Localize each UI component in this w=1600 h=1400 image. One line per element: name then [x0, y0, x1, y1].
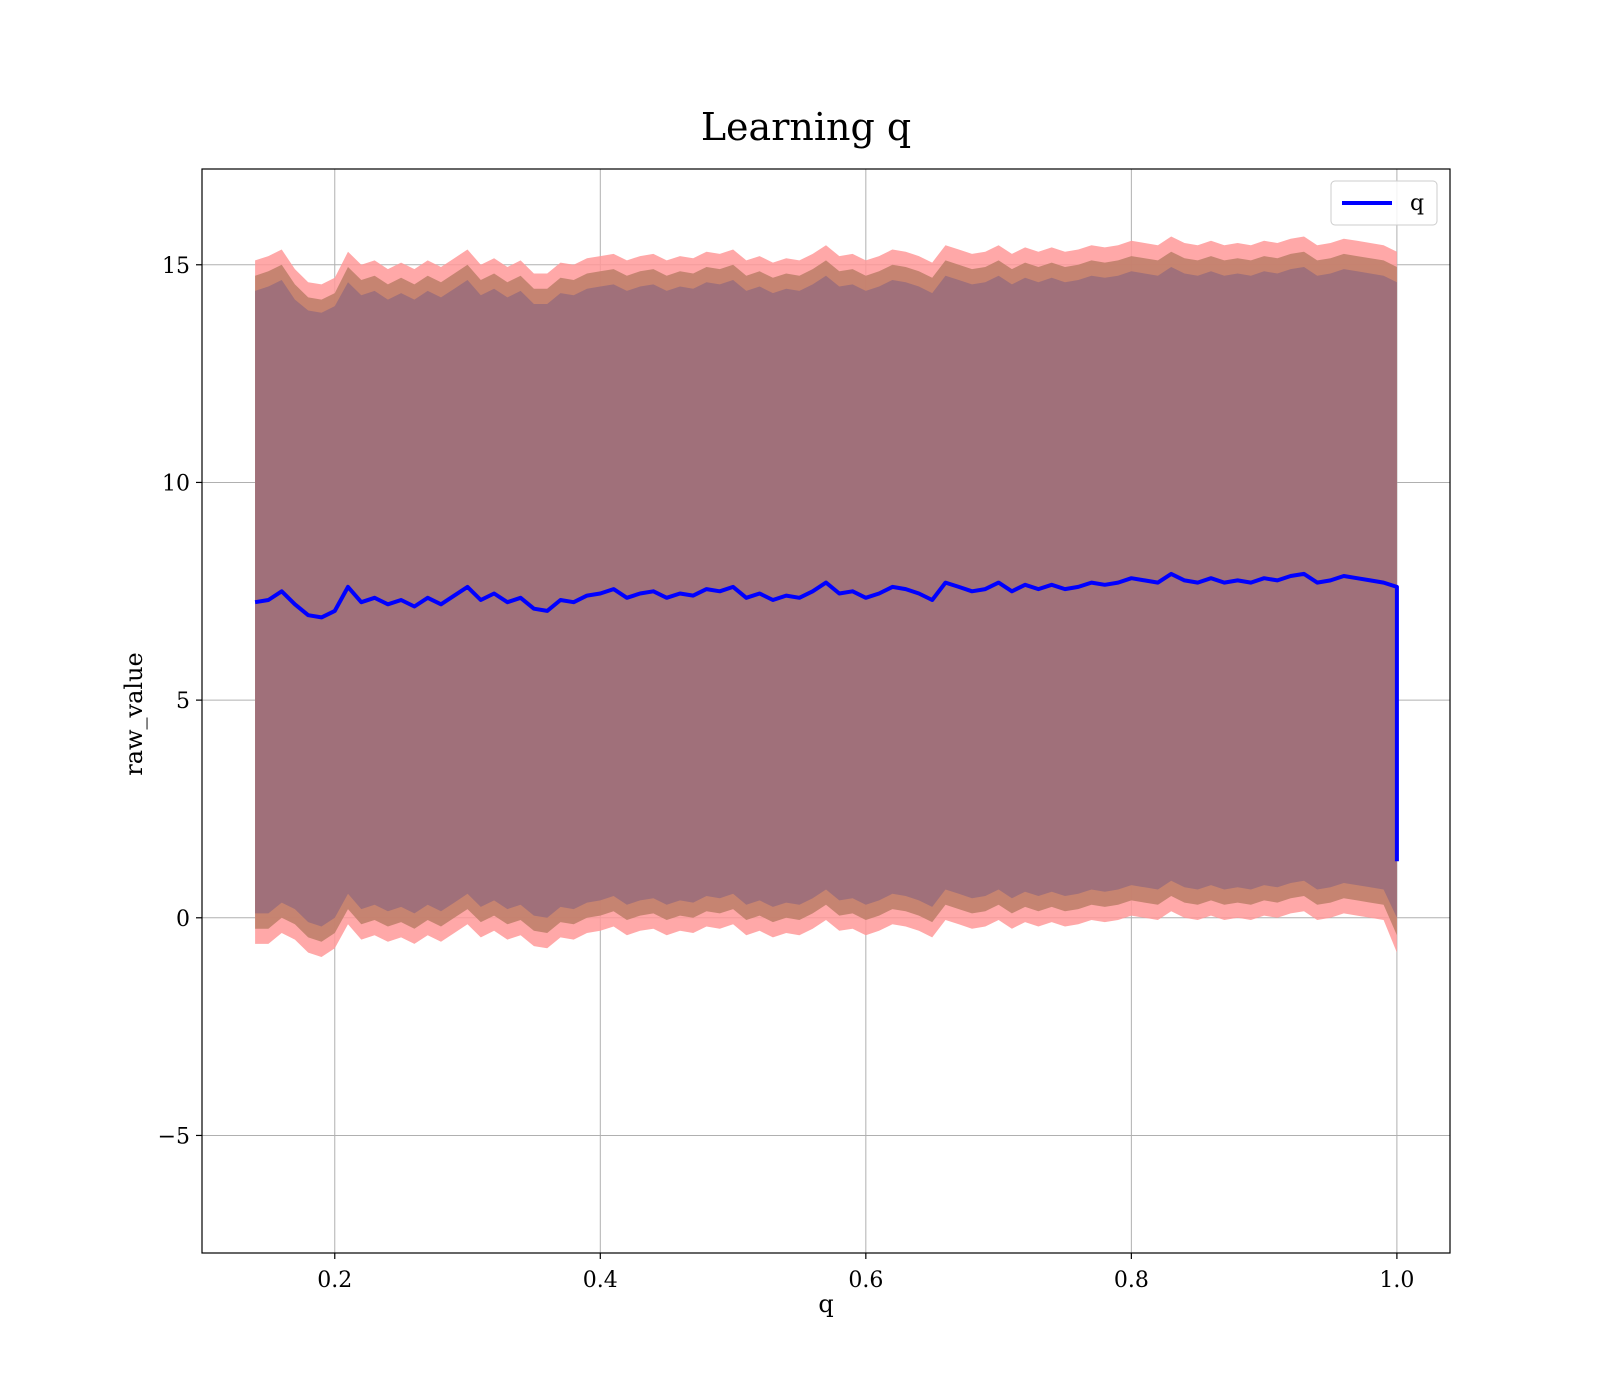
x-tick-label: 0.6	[848, 1268, 883, 1293]
x-tick-label: 0.8	[1114, 1268, 1149, 1293]
x-tick-label: 1.0	[1379, 1268, 1414, 1293]
plot-area	[202, 169, 1450, 1253]
axis-ticks: 0.2 0.4 0.6 0.8 1.0 −5 0 5 10 15	[158, 254, 1415, 1293]
legend-label-q: q	[1410, 191, 1424, 216]
axes-frame	[201, 168, 1451, 1254]
band-inner	[255, 267, 1397, 1114]
x-tick-label: 0.4	[583, 1268, 618, 1293]
x-tick-label: 0.2	[317, 1268, 352, 1293]
y-tick-label: 15	[162, 254, 190, 279]
x-axis-label: q	[818, 1290, 833, 1318]
y-tick-label: 5	[176, 689, 190, 714]
chart-title: Learning q	[701, 105, 911, 149]
series-line-q	[254, 571, 1399, 862]
y-tick-label: −5	[158, 1124, 190, 1149]
y-tick-label: 10	[162, 471, 190, 496]
y-axis-label: raw_value	[120, 652, 148, 776]
y-tick-label: 0	[176, 907, 190, 932]
legend: q	[1330, 180, 1438, 226]
